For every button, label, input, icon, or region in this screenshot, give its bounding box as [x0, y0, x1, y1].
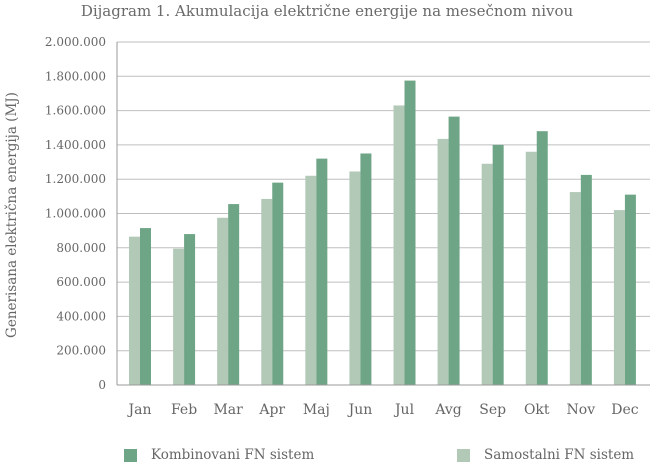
bar-kombinovani-jun [360, 153, 372, 385]
x-tick-label: Nov [567, 402, 596, 418]
bar-kombinovani-jul [404, 80, 416, 386]
bar-kombinovani-okt [536, 131, 548, 385]
x-tick-label: Feb [171, 402, 197, 418]
y-tick-label: 1.200.000 [45, 172, 106, 186]
bar-samostalni-jun [349, 171, 361, 385]
bar-samostalni-nov [569, 192, 581, 385]
y-tick-label: 600.000 [56, 275, 106, 289]
x-tick-label: Maj [303, 402, 330, 418]
legend-swatch-samostalni [457, 448, 470, 462]
y-tick-label: 1.600.000 [45, 104, 106, 118]
bar-samostalni-dec [613, 210, 625, 385]
y-tick-label: 1.800.000 [45, 69, 106, 83]
x-tick-label: Jul [393, 402, 415, 418]
bar-kombinovani-feb [184, 234, 196, 385]
bar-chart: 0 200.000 400.000 600.000 800.000 1.000.000 1.… [4, 35, 650, 418]
chart-title: Dijagram 1. Akumulacija električne energ… [80, 2, 574, 20]
x-tick-label: Apr [258, 402, 285, 418]
x-tick-label: Dec [611, 402, 639, 418]
y-axis-label: Generisana električna energija (MJ) [4, 92, 20, 338]
bar-kombinovani-sep [492, 144, 504, 385]
y-tick-label: 2.000.000 [45, 35, 106, 49]
bar-samostalni-feb [173, 248, 185, 385]
bar-samostalni-okt [525, 151, 537, 385]
bar-samostalni-jan [129, 236, 140, 385]
y-tick-label: 400.000 [56, 309, 106, 323]
bar-samostalni-jul [393, 105, 405, 385]
bar-kombinovani-apr [272, 182, 284, 385]
bar-kombinovani-jan [140, 228, 151, 385]
bar-samostalni-apr [261, 198, 273, 385]
gridlines [117, 41, 650, 352]
y-tick-label: 200.000 [56, 344, 106, 358]
x-tick-labels: Jan Feb Mar Apr Maj Jun Jul Avg Sep Okt Nov Dec [127, 402, 639, 418]
legend-item-kombinovani: Kombinovani FN sistem [124, 446, 314, 464]
bars [129, 80, 636, 386]
legend-item-samostalni: Samostalni FN sistem [457, 446, 634, 464]
y-tick-label: 1.000.000 [45, 207, 106, 221]
legend-swatch-kombinovani [124, 448, 137, 462]
x-tick-label: Jan [127, 402, 152, 418]
bar-kombinovani-maj [316, 158, 328, 385]
y-tick-labels: 0 200.000 400.000 600.000 800.000 1.000.000 1.… [45, 35, 106, 392]
bar-kombinovani-dec [624, 194, 636, 385]
bar-samostalni-mar [217, 217, 229, 385]
bar-samostalni-sep [481, 163, 493, 385]
legend-label-samostalni: Samostalni FN sistem [484, 447, 635, 463]
bar-kombinovani-nov [580, 174, 592, 385]
bar-samostalni-maj [305, 175, 317, 385]
x-tick-label: Mar [213, 402, 243, 418]
bar-kombinovani-avg [448, 116, 460, 385]
bar-kombinovani-mar [228, 204, 240, 385]
bar-samostalni-avg [437, 138, 449, 385]
x-tick-label: Sep [479, 402, 506, 418]
y-tick-label: 1.400.000 [45, 138, 106, 152]
x-tick-label: Okt [524, 402, 550, 418]
x-tick-label: Avg [434, 402, 461, 418]
y-tick-label: 800.000 [56, 241, 106, 255]
y-tick-label: 0 [98, 378, 106, 392]
legend-label-kombinovani: Kombinovani FN sistem [151, 447, 315, 463]
x-tick-label: Jun [347, 402, 373, 418]
